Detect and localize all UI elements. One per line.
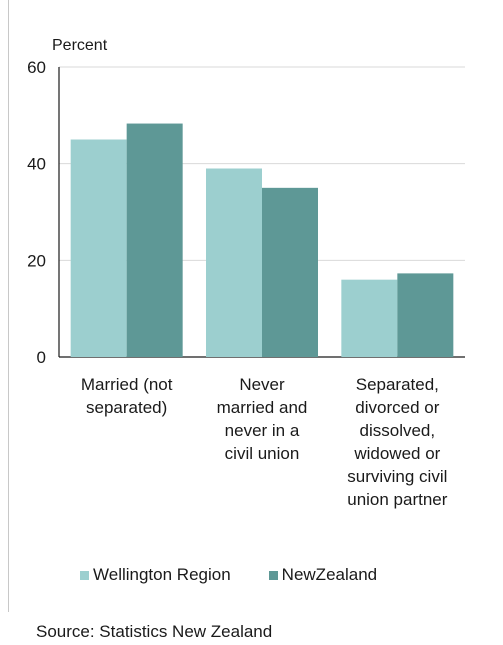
y-tick-label-40: 40	[27, 155, 46, 174]
bar-series1-cat1	[262, 187, 318, 357]
legend-label-newzealand: NewZealand	[281, 565, 378, 584]
legend-swatch-wellington	[80, 570, 89, 580]
bar-series0-cat2	[341, 279, 398, 357]
bar-series0-cat0	[70, 139, 127, 357]
y-axis-title: Percent	[52, 37, 108, 54]
bar-chart: 0 20 40 60 Percent Married (not separated) Neve…	[27, 37, 465, 509]
x-category-label-1: Never married and never in a civil union	[217, 375, 308, 463]
legend-label-wellington: Wellington Region	[93, 565, 231, 584]
bar-series1-cat0	[126, 123, 183, 357]
bar-series0-cat1	[206, 168, 262, 357]
y-tick-label-60: 60	[27, 58, 46, 77]
legend-item-wellington: Wellington Region	[80, 565, 231, 585]
source-note: Source: Statistics New Zealand	[36, 622, 273, 641]
x-category-label-2: Separated, divorced or dissolved, widowed o…	[347, 375, 448, 509]
y-tick-label-20: 20	[27, 251, 46, 270]
legend: Wellington Region NewZealand	[80, 565, 377, 585]
bar-series1-cat2	[397, 273, 454, 357]
y-tick-label-0: 0	[37, 348, 46, 367]
legend-item-newzealand: NewZealand	[268, 565, 378, 585]
x-category-label-0: Married (not separated)	[81, 375, 173, 417]
left-divider	[8, 0, 9, 612]
legend-swatch-newzealand	[268, 570, 278, 580]
